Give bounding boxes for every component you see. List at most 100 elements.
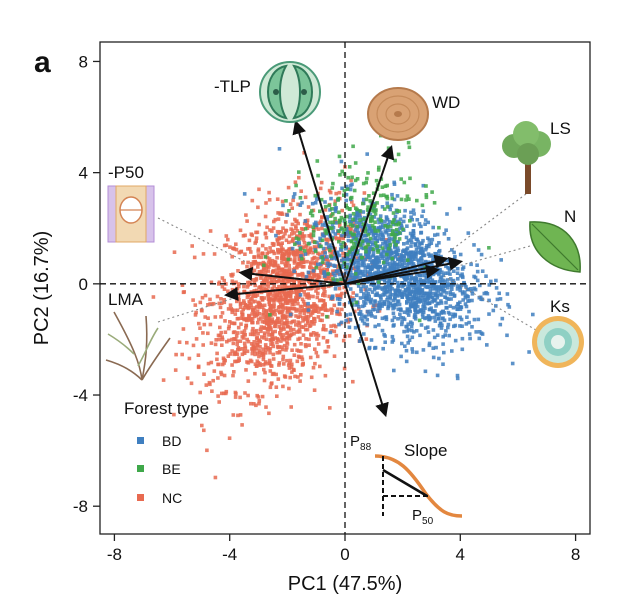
point-nc [277, 290, 282, 295]
point-bd [448, 290, 453, 295]
point-nc [213, 315, 218, 319]
point-bd [386, 295, 390, 299]
point-bd [435, 293, 440, 298]
point-bd [366, 254, 371, 258]
point-bd [402, 310, 407, 314]
point-bd [441, 309, 445, 314]
point-nc [245, 264, 249, 269]
point-nc [301, 315, 305, 320]
point-bd [368, 258, 372, 262]
point-bd [418, 278, 422, 282]
point-nc [283, 289, 287, 293]
point-nc [251, 294, 255, 298]
point-bd [476, 248, 481, 252]
point-nc [255, 309, 260, 314]
point-nc [254, 230, 258, 235]
point-bd [405, 334, 410, 339]
point-be [311, 225, 316, 230]
point-nc [238, 413, 243, 417]
point-bd [444, 228, 448, 232]
point-nc [292, 307, 297, 311]
point-be [331, 212, 335, 216]
point-nc [282, 322, 287, 326]
point-be [424, 193, 429, 197]
point-nc [256, 265, 260, 269]
point-bd [405, 287, 410, 291]
point-be [319, 244, 323, 249]
point-be [320, 260, 325, 264]
label-lma: LMA [108, 290, 144, 309]
point-nc [300, 304, 304, 309]
point-nc [177, 340, 182, 344]
point-nc [297, 175, 301, 180]
point-be [358, 243, 363, 247]
point-nc [257, 312, 262, 316]
point-be [374, 178, 379, 183]
point-nc [265, 277, 270, 282]
point-nc [277, 236, 281, 240]
point-nc [321, 335, 326, 340]
point-bd [377, 220, 381, 225]
point-nc [281, 302, 285, 306]
point-be [350, 245, 355, 250]
point-bd [484, 274, 488, 278]
point-nc [282, 327, 286, 331]
point-bd [391, 262, 395, 266]
point-bd [431, 309, 436, 313]
point-bd [458, 315, 462, 320]
point-bd [487, 312, 491, 316]
point-bd [421, 315, 425, 319]
point-bd [420, 264, 424, 268]
point-bd [442, 318, 447, 323]
point-bd [465, 315, 469, 319]
point-be [397, 231, 402, 235]
point-bd [409, 210, 413, 215]
point-be [371, 191, 376, 195]
point-nc [267, 265, 271, 269]
point-bd [292, 269, 296, 273]
point-bd [404, 251, 409, 255]
point-nc [209, 280, 214, 285]
point-nc [316, 315, 321, 319]
point-nc [300, 357, 305, 362]
point-nc [290, 206, 294, 210]
point-bd [357, 269, 361, 274]
point-bd [390, 268, 394, 273]
point-be [310, 213, 315, 218]
point-nc [298, 336, 302, 341]
point-nc [289, 328, 293, 333]
point-be [347, 165, 352, 169]
point-nc [246, 283, 250, 287]
point-bd [358, 309, 363, 314]
point-nc [293, 254, 297, 259]
point-bd [439, 326, 444, 330]
point-be [348, 222, 353, 227]
point-nc [276, 279, 281, 284]
point-nc [240, 423, 244, 427]
point-nc [299, 227, 304, 231]
point-bd [441, 362, 445, 366]
point-nc [314, 289, 318, 293]
point-bd [393, 250, 398, 255]
point-nc [257, 338, 262, 343]
point-nc [264, 405, 268, 409]
point-bd [452, 324, 456, 329]
point-bd [277, 147, 282, 151]
point-be [352, 188, 357, 193]
point-bd [380, 232, 385, 237]
point-bd [450, 287, 454, 291]
point-bd [435, 312, 440, 317]
point-nc [294, 219, 298, 224]
point-bd [359, 317, 363, 321]
point-nc [244, 326, 248, 330]
point-bd [470, 325, 474, 329]
point-bd [477, 336, 482, 341]
point-nc [281, 357, 285, 362]
point-bd [434, 252, 438, 256]
point-be [424, 184, 428, 188]
point-nc [268, 369, 273, 373]
point-nc [312, 322, 316, 326]
point-nc [224, 234, 229, 238]
point-nc [256, 317, 261, 322]
point-nc [209, 360, 214, 365]
